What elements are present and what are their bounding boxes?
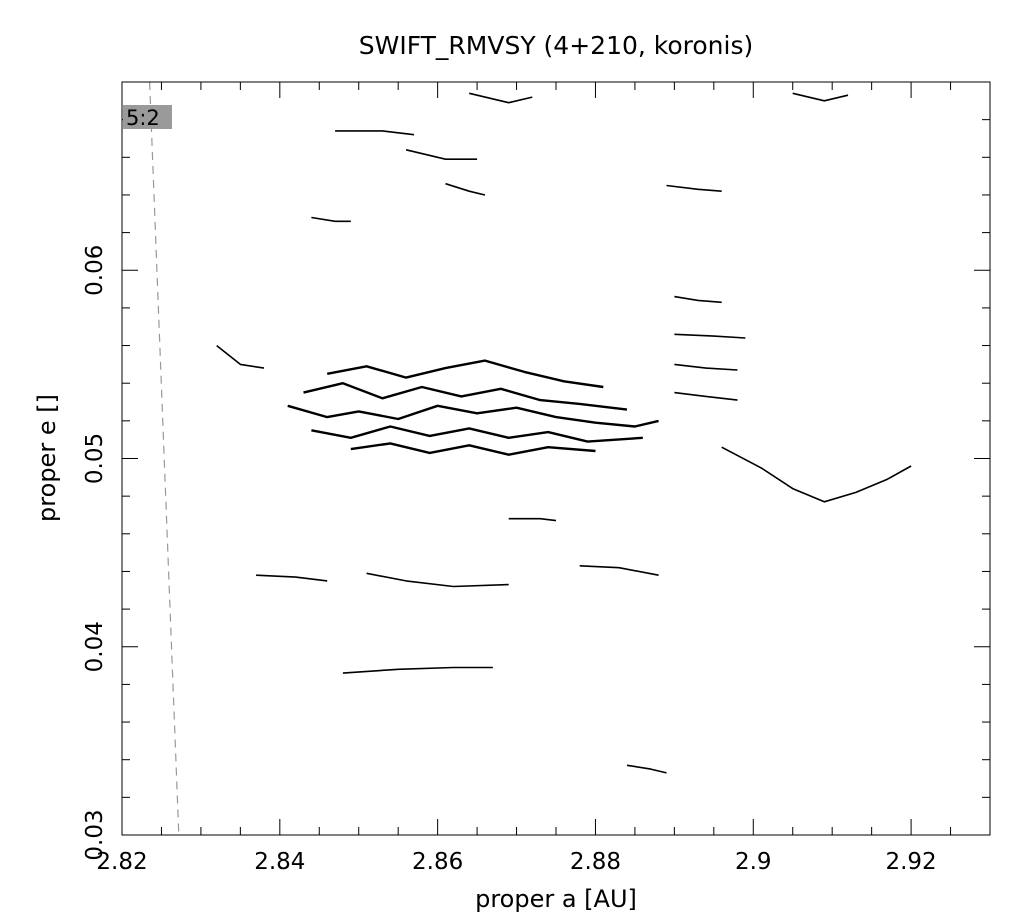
- chart-title: SWIFT_RMVSY (4+210, koronis): [359, 31, 754, 60]
- data-series-0: [287, 404, 659, 428]
- data-series-9: [721, 446, 912, 503]
- data-series-2: [311, 425, 643, 443]
- plot-marks: [149, 81, 912, 836]
- resonance-line: [149, 81, 180, 836]
- data-series-22: [626, 764, 667, 774]
- data-series-7: [674, 363, 738, 371]
- data-series-15: [335, 130, 415, 136]
- annotation-label: 5:2: [126, 106, 160, 130]
- data-series-23: [216, 344, 265, 369]
- y-tick-label: 0.05: [82, 433, 108, 484]
- data-series-11: [445, 182, 486, 196]
- data-series-4: [350, 442, 596, 456]
- x-tick-label: 2.88: [570, 849, 621, 875]
- data-series-18: [792, 92, 849, 102]
- x-tick-label: 2.9: [735, 849, 772, 875]
- x-tick-labels: 2.82 2.84 2.86 2.88 2.9 2.92: [96, 849, 936, 875]
- data-series-13: [342, 666, 493, 674]
- data-series-5: [674, 295, 722, 304]
- x-tick-label: 2.86: [412, 849, 463, 875]
- x-tick-label: 2.84: [254, 849, 305, 875]
- x-tick-label: 2.82: [96, 849, 147, 875]
- y-tick-label: 0.04: [82, 621, 108, 672]
- data-series-3: [326, 359, 604, 389]
- data-series-17: [666, 184, 722, 192]
- data-series-21: [508, 517, 557, 522]
- data-series-8: [674, 391, 738, 401]
- data-series-10: [256, 574, 328, 582]
- y-axis-label: proper e []: [33, 394, 61, 522]
- data-series-14: [405, 149, 478, 160]
- data-series-1: [303, 382, 628, 411]
- y-tick-label: 0.06: [82, 245, 108, 296]
- y-tick-labels: 0.03 0.04 0.05 0.06: [82, 245, 108, 861]
- annotation-box: [123, 105, 172, 129]
- x-tick-label: 2.92: [885, 849, 936, 875]
- x-axis-label: proper a [AU]: [475, 885, 637, 913]
- data-series-20: [579, 565, 659, 576]
- data-series-16: [469, 92, 533, 104]
- data-series-6: [674, 333, 746, 339]
- axis-ticks: [121, 81, 991, 836]
- data-series-19: [311, 216, 351, 223]
- y-tick-label: 0.03: [82, 809, 108, 860]
- plot-frame: [121, 81, 991, 836]
- data-series-12: [366, 572, 509, 588]
